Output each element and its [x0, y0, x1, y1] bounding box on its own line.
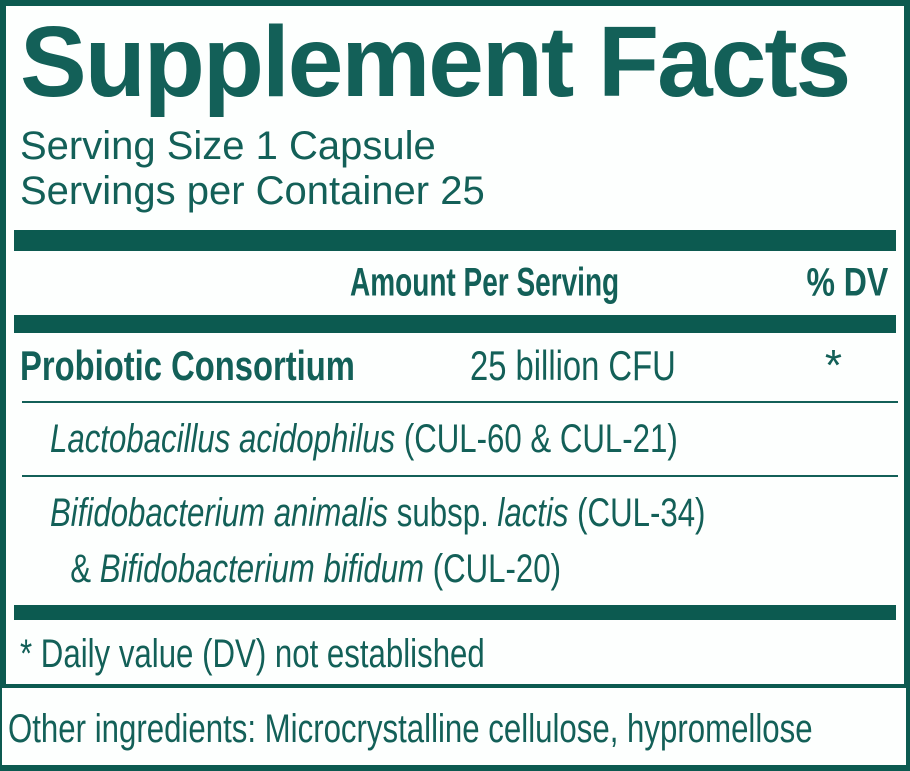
table-header-row: Amount Per Serving % DV — [20, 251, 890, 315]
table-row-lactobacillus: Lactobacillus acidophilus (CUL-60 & CUL-… — [20, 403, 890, 475]
ingredient-name: Probiotic Consortium — [20, 341, 355, 389]
other-ingredients-text: Other ingredients: Microcrystalline cell… — [8, 707, 813, 751]
thin-divider-2 — [22, 474, 898, 477]
ingredient-amount: 25 billion CFU — [470, 341, 676, 389]
species-line: Lactobacillus acidophilus (CUL-60 & CUL-… — [50, 416, 678, 461]
table-row-probiotic-consortium: Probiotic Consortium 25 billion CFU * — [20, 333, 890, 401]
table-row-bifidobacterium: Bifidobacterium animalis subsp. lactis (… — [20, 477, 890, 605]
servings-per-container-line: Servings per Container 25 — [20, 168, 485, 213]
page-title: Supplement Facts — [20, 6, 851, 118]
species-line: Bifidobacterium animalis subsp. lactis (… — [50, 490, 706, 535]
serving-info: Serving Size 1 Capsule Servings per Cont… — [20, 124, 890, 214]
supplement-facts-panel: Supplement Facts Serving Size 1 Capsule … — [0, 0, 910, 688]
thick-divider-bottom — [14, 604, 896, 620]
other-ingredients-panel: Other ingredients: Microcrystalline cell… — [0, 688, 910, 771]
serving-size-line: Serving Size 1 Capsule — [20, 124, 436, 168]
thin-divider-1 — [22, 400, 898, 403]
amount-per-serving-header: Amount Per Serving — [350, 260, 620, 305]
thick-divider-top — [14, 229, 896, 251]
species-line-continued: & Bifidobacterium bifidum (CUL-20) — [70, 546, 562, 591]
thick-divider-header — [14, 314, 896, 333]
ingredient-dv-asterisk: * — [824, 340, 842, 390]
daily-value-footnote: * Daily value (DV) not established — [20, 631, 485, 676]
percent-dv-header: % DV — [806, 260, 888, 305]
